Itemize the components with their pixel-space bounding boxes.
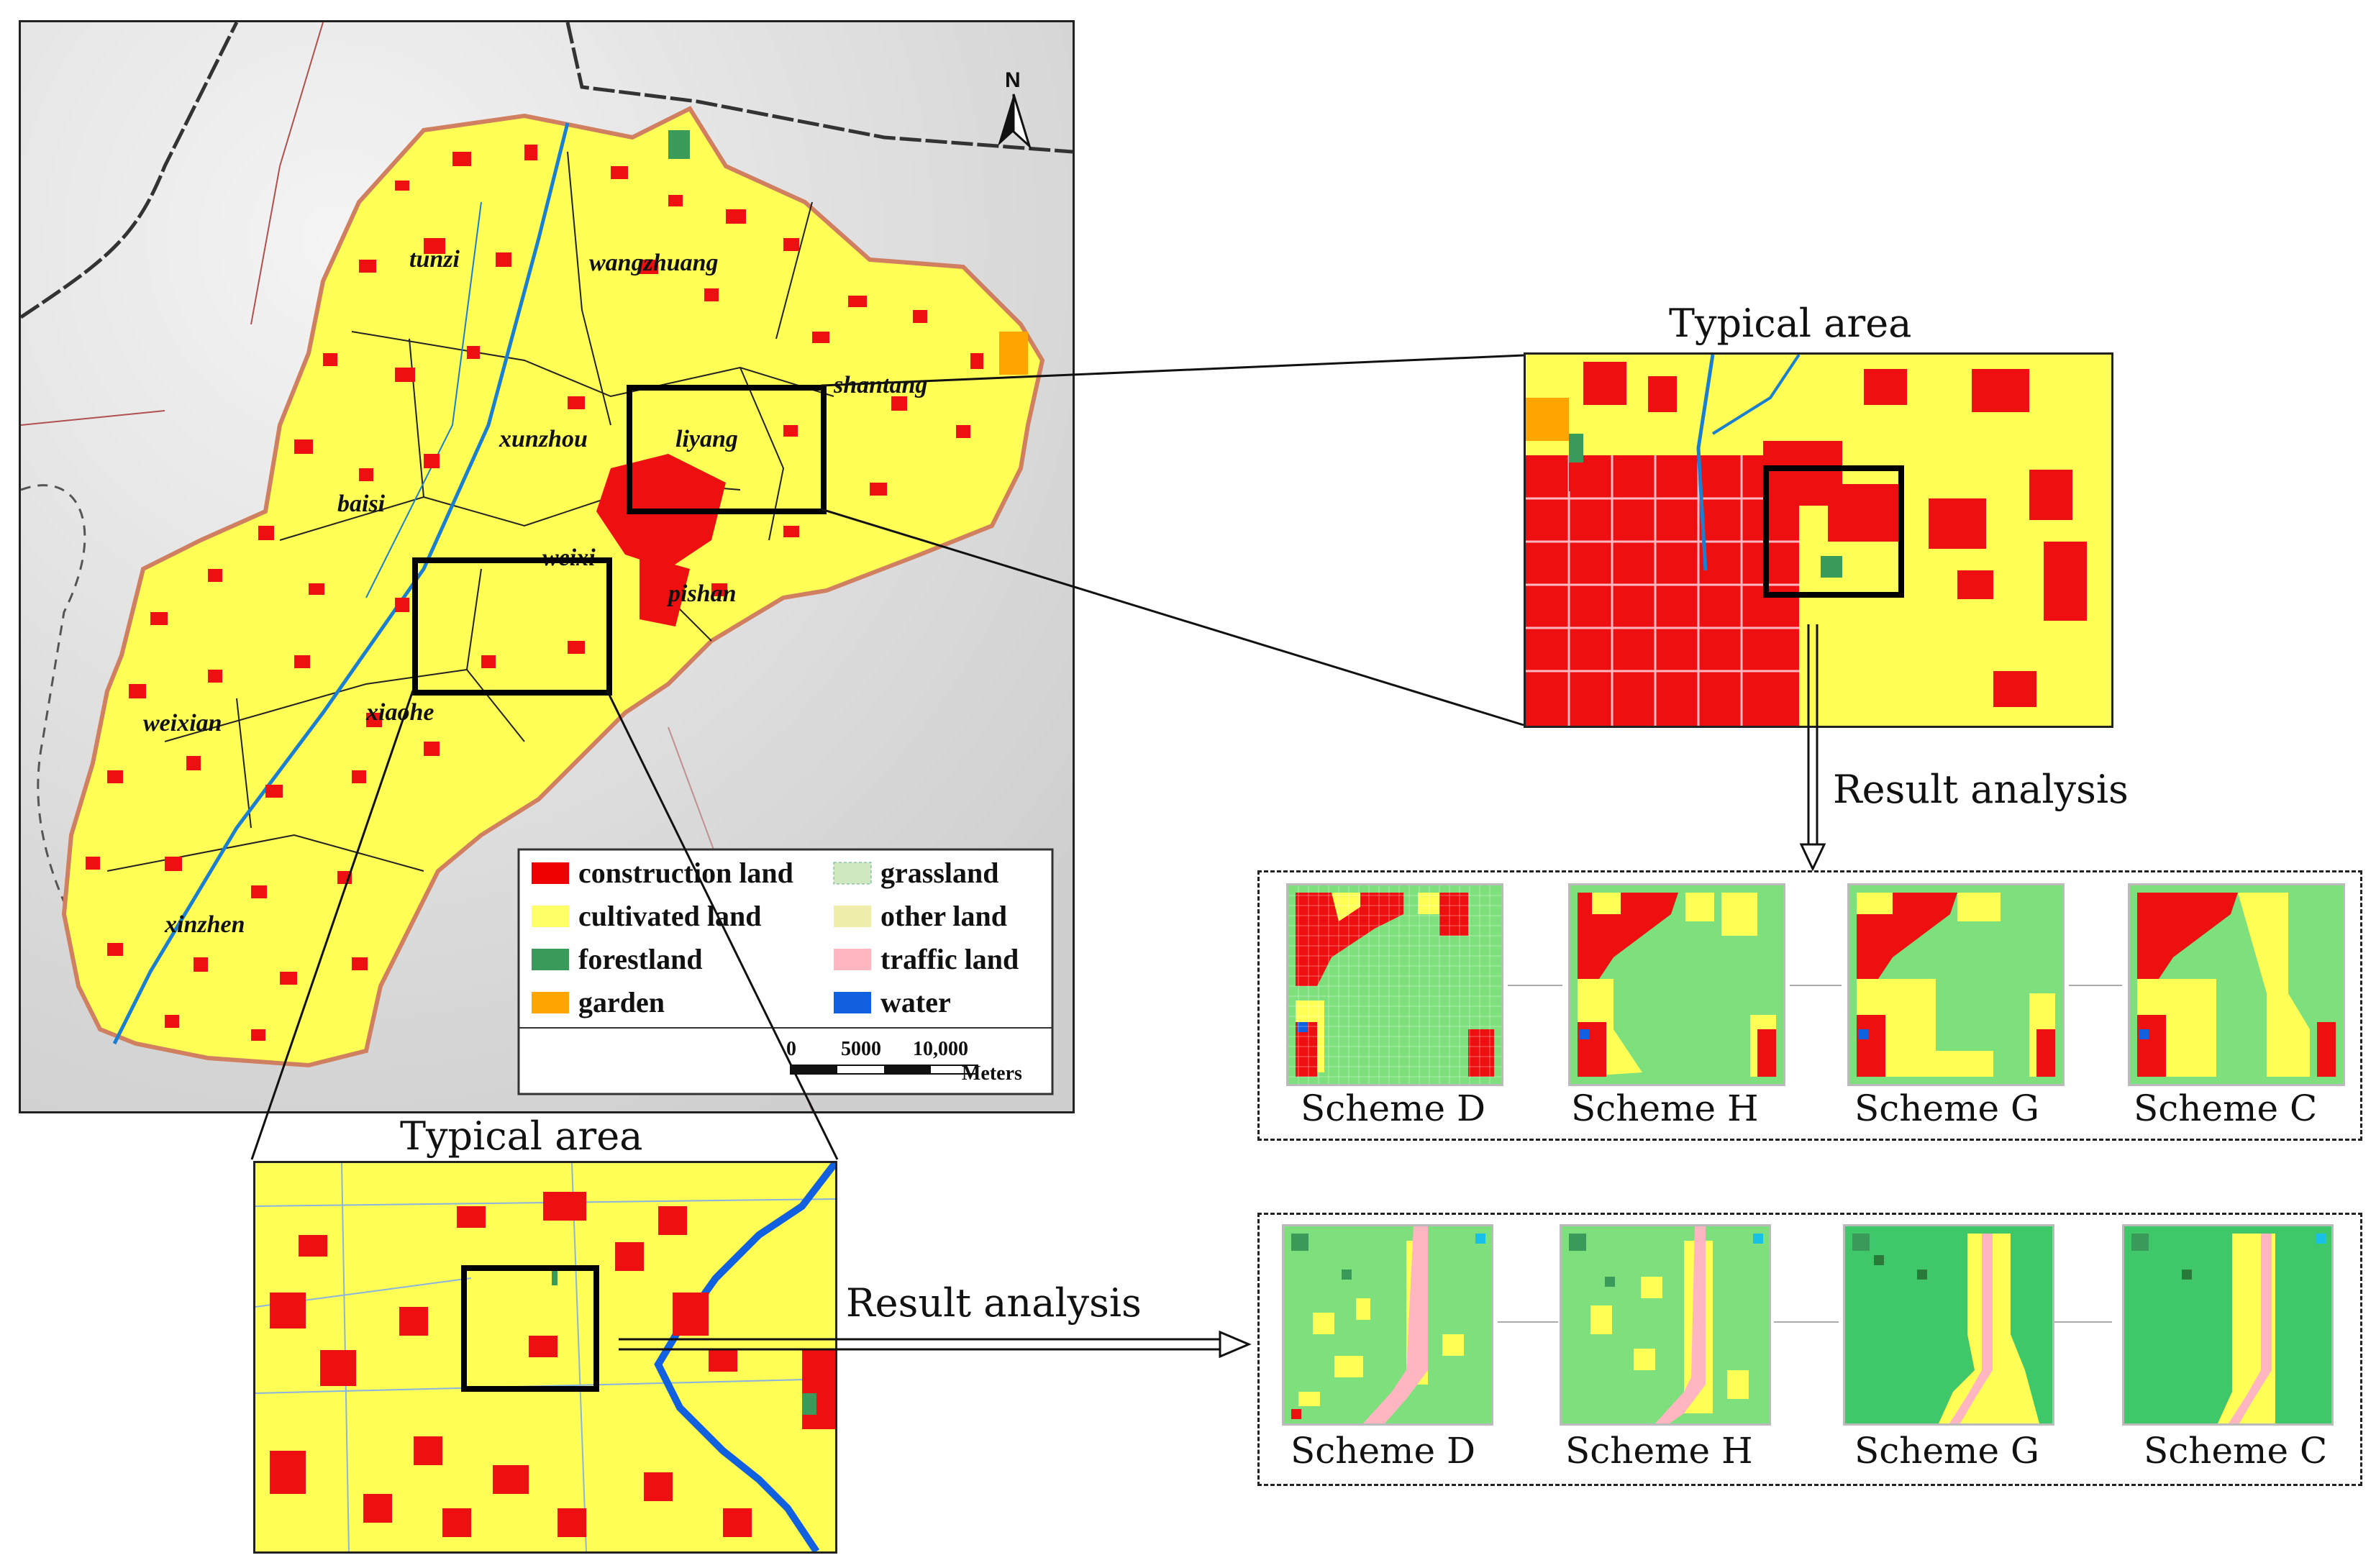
top-detail-title: Typical area (1669, 301, 1912, 346)
scheme-label: Scheme D (1291, 1430, 1476, 1472)
legend-label: construction land (578, 857, 793, 889)
road (21, 410, 165, 426)
scale-bar: 0 5000 10,000 Meters (786, 1038, 1022, 1085)
scheme-label: Scheme H (1571, 1088, 1759, 1129)
bottom-schemes-panel (1257, 1213, 2362, 1486)
legend-label: cultivated land (578, 900, 761, 932)
county-area (61, 106, 1045, 1068)
down-arrow-icon (1799, 624, 1826, 872)
garden-patch (999, 332, 1028, 375)
legend-swatch (532, 906, 569, 927)
north-arrow-icon: N (998, 68, 1032, 150)
scheme-grid (1843, 1224, 2054, 1426)
legend-swatch (833, 862, 872, 885)
selection-box (1763, 465, 1904, 598)
selection-box (461, 1265, 599, 1392)
bottom-detail-title: Typical area (400, 1113, 643, 1159)
legend-label: water (880, 986, 951, 1018)
highlight-box-bottom (412, 557, 612, 696)
legend-swatch (834, 992, 871, 1013)
legend-label: garden (578, 986, 665, 1018)
svg-text:10,000: 10,000 (913, 1038, 968, 1060)
legend-swatch (532, 949, 569, 970)
place-label: pishan (666, 580, 737, 607)
bottom-result-analysis-label: Result analysis (846, 1280, 1142, 1326)
scheme-label: Scheme G (1854, 1430, 2039, 1472)
scheme-label: Scheme D (1301, 1088, 1486, 1129)
place-label: baisi (337, 491, 386, 517)
svg-text:Meters: Meters (962, 1062, 1022, 1085)
svg-text:0: 0 (786, 1038, 796, 1060)
forest-patch (668, 130, 690, 159)
admin-boundary (21, 484, 94, 958)
place-label: wangzhuang (589, 250, 719, 276)
river (112, 122, 570, 1045)
legend-label: traffic land (880, 943, 1019, 975)
scheme-label: Scheme C (2144, 1430, 2328, 1472)
scheme-grid (2128, 883, 2345, 1086)
main-map: tunzi wangzhuang shantang xunzhou liyang… (19, 20, 1075, 1113)
bottom-detail-map (253, 1161, 837, 1554)
canal (365, 201, 482, 598)
scheme-label: Scheme G (1854, 1088, 2039, 1129)
scheme-grid (1847, 883, 2065, 1086)
svg-text:N: N (1005, 68, 1021, 92)
legend-swatch (834, 906, 871, 927)
scheme-grid (2122, 1224, 2334, 1426)
scheme-label: Scheme H (1565, 1430, 1753, 1472)
top-result-analysis-label: Result analysis (1833, 767, 2129, 812)
rail-line (21, 22, 239, 319)
highlight-box-top (627, 385, 827, 514)
place-label: xinzhen (164, 911, 245, 938)
road (250, 22, 324, 325)
place-label: xiaohe (365, 699, 434, 726)
right-arrow-icon (619, 1330, 1252, 1359)
scheme-grid (1282, 1224, 1493, 1426)
top-detail-map (1524, 352, 2113, 728)
scheme-grid (1568, 883, 1785, 1086)
legend-swatch (834, 949, 871, 970)
main-map-canvas: tunzi wangzhuang shantang xunzhou liyang… (21, 22, 1073, 1111)
legend-swatch (532, 992, 569, 1013)
place-label: liyang (675, 426, 738, 452)
place-label: xunzhou (499, 426, 588, 452)
rail-line-north (565, 22, 1073, 154)
scheme-grid (1560, 1224, 1771, 1426)
legend-label: other land (880, 900, 1007, 932)
legend-label: forestland (578, 943, 703, 975)
place-label: tunzi (409, 246, 460, 273)
legend-swatch (532, 862, 569, 884)
scheme-label: Scheme C (2134, 1088, 2318, 1129)
place-label: weixian (143, 710, 222, 737)
top-schemes-panel (1257, 870, 2362, 1141)
scheme-grid (1286, 883, 1503, 1086)
svg-text:5000: 5000 (841, 1038, 881, 1060)
legend-label: grassland (880, 857, 999, 889)
